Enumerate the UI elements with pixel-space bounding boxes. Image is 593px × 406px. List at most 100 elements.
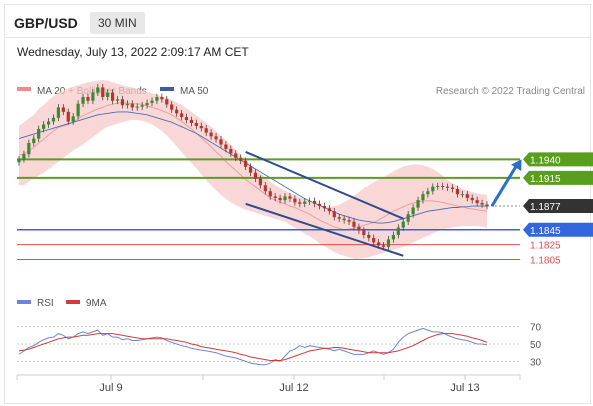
level-tag-label: 1.1825 [530,241,561,252]
candle-body [66,111,70,122]
candle-body [184,117,189,121]
candle-body [120,99,125,106]
ma50-legend-swatch [160,87,174,91]
x-tick-label: Jul 13 [450,382,479,394]
rsi-tick-label: 70 [530,323,542,334]
candle-body [101,87,105,98]
candle-body [283,196,287,201]
candle-body [115,99,120,101]
candle-body [406,214,410,222]
candle-body [381,245,386,247]
candle-body [411,207,415,215]
level-tag-bg [523,170,593,185]
ma20-line [18,102,488,231]
candle-body [224,144,228,149]
candle-body [421,194,425,201]
candle-body [51,117,56,122]
x-tick-label: Jul 9 [99,382,122,394]
candle-body [312,200,317,204]
candle-body [485,204,489,207]
candle-body [436,186,440,188]
projection-arrow-shaft [490,161,520,207]
candle-body [416,200,420,208]
candle-body [441,186,445,188]
candle-body [470,197,474,201]
rsi-tick-label: 50 [530,340,542,351]
candle-body [337,217,341,219]
candle-body [308,200,312,202]
level-tag-label: 1.1877 [530,202,561,213]
candle-body [170,104,174,110]
candle-body [401,221,405,228]
candle-body [303,201,307,204]
candle-body [239,157,243,161]
candle-body [244,160,248,167]
candle-body [258,178,262,186]
ma50-legend-label: MA 50 [180,86,209,97]
candle-body [352,221,356,227]
candle-body [46,121,51,125]
candle-body [32,138,36,144]
candle-body [17,159,21,163]
candle-body [106,92,110,98]
ma20-legend-swatch [17,87,31,91]
timeframe-button[interactable]: 30 MIN [90,12,145,34]
candle-body [426,191,430,195]
level-tag-label: 1.1915 [530,174,561,185]
candle-body [56,107,61,118]
candle-body [278,197,282,201]
candle-body [445,186,450,188]
header-bar: GBP/USD 30 MIN [4,4,591,38]
candle-body [362,230,366,235]
candle-body [86,97,90,101]
candle-body [22,154,26,160]
level-tag-label: 1.1805 [530,255,561,266]
candle-body [229,148,233,154]
level-tag-label: 1.1845 [530,226,561,237]
candle-body [465,194,469,198]
timestamp: Wednesday, July 13, 2022 2:09:17 AM CET [17,45,249,59]
candle-body [81,97,85,104]
candle-body [357,226,361,231]
candle-body [61,107,65,112]
candle-body [145,102,149,106]
ma9-line [18,333,488,361]
level-tag-label: 1.1940 [530,155,561,166]
candle-body [288,196,292,199]
symbol-label: GBP/USD [14,15,78,31]
candle-body [27,143,31,155]
candle-body [450,187,455,189]
candle-body [76,103,80,117]
x-tick-label: Jul 12 [279,382,308,394]
candle-body [377,242,381,246]
candle-body [234,153,238,158]
candle-body [155,97,159,101]
candle-body [189,120,194,123]
candle-body [194,122,198,126]
candle-body [322,206,327,209]
candle-body [199,125,203,129]
candle-body [37,128,41,139]
candle-body [219,139,223,145]
candle-body [248,166,253,173]
rsi-tick-label: 30 [530,357,542,368]
candle-body [175,109,179,114]
candle-body [391,234,395,240]
candle-body [42,124,46,129]
candle-body [91,92,95,101]
candle-body [204,128,208,133]
ma9-legend-label: 9MA [86,298,107,309]
level-tag-bg [523,222,593,237]
rsi-legend-swatch [17,300,31,304]
candle-body [160,97,164,100]
candle-body [293,198,297,203]
candle-body [165,99,169,105]
candle-body [111,92,115,101]
candle-body [96,87,100,93]
candle-body [298,202,302,204]
rsi-legend-label: RSI [37,298,54,309]
candle-body [455,189,460,195]
candle-body [179,113,184,118]
candle-body [396,227,400,235]
candle-body [125,103,129,106]
